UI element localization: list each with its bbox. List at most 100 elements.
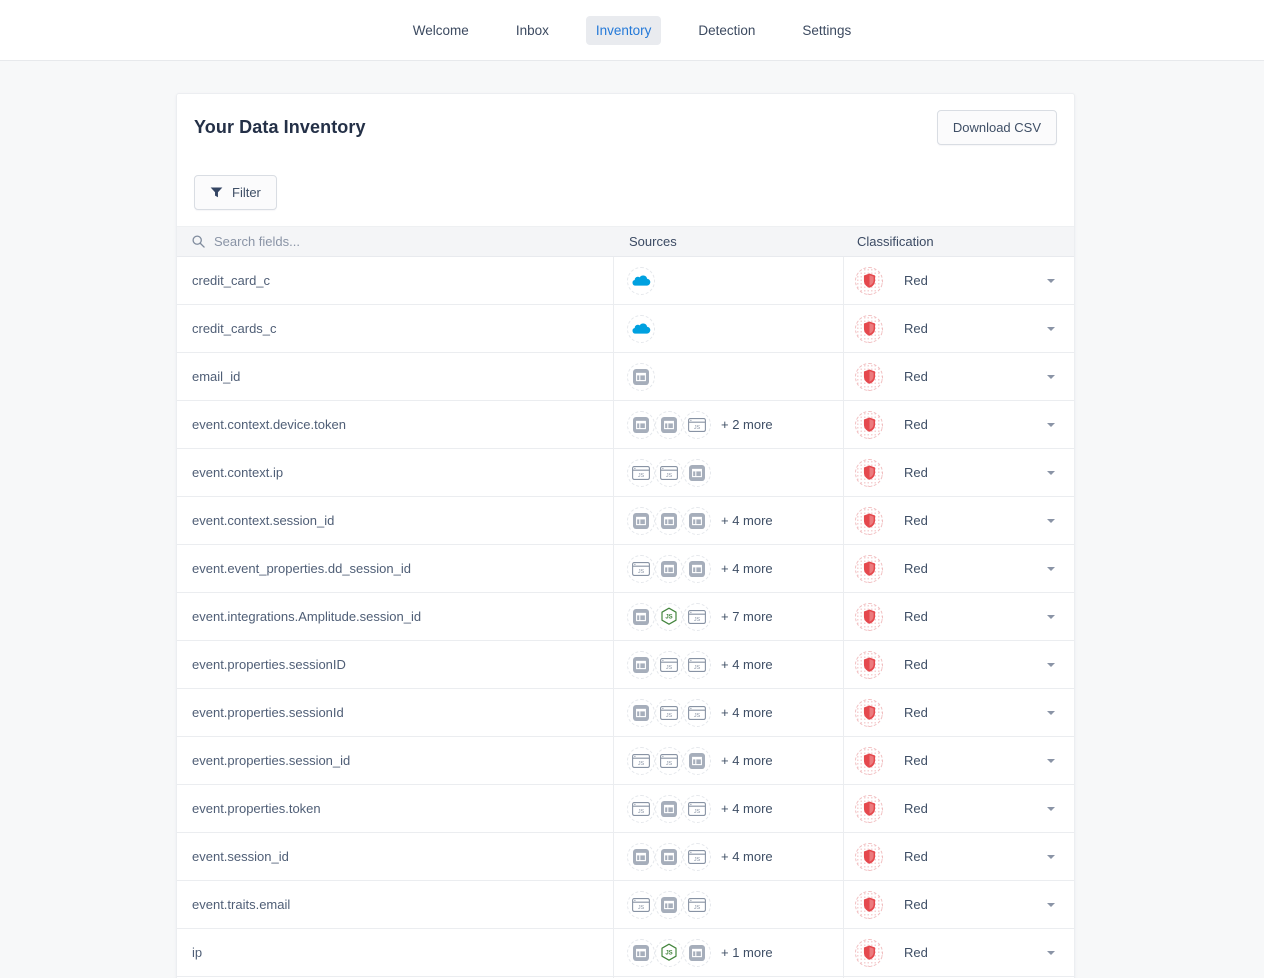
classification-cell: Red	[844, 689, 1074, 736]
browser-js-icon: JS	[627, 458, 655, 487]
more-sources-label: + 4 more	[721, 801, 773, 816]
app-window-icon	[655, 506, 683, 535]
field-name: event.integrations.Amplitude.session_id	[177, 593, 614, 640]
svg-text:JS: JS	[666, 472, 673, 478]
classification-value: Red	[904, 513, 928, 528]
app-window-icon	[627, 410, 655, 439]
download-csv-button[interactable]: Download CSV	[936, 110, 1057, 145]
classification-value: Red	[904, 849, 928, 864]
browser-js-icon: JS	[655, 698, 683, 727]
classification-value: Red	[904, 273, 928, 288]
more-sources-label: + 4 more	[721, 753, 773, 768]
table-body: credit_card_c Red credit_cards_c Red email_i…	[177, 257, 1074, 978]
classification-value: Red	[904, 945, 928, 960]
chevron-down-icon	[1047, 470, 1055, 475]
search-input[interactable]	[214, 234, 544, 249]
more-sources-label: + 4 more	[721, 849, 773, 864]
svg-text:JS: JS	[665, 951, 672, 957]
chevron-down-icon	[1047, 950, 1055, 955]
classification-select[interactable]: Red	[855, 890, 1055, 919]
table-row: event.properties.sessionID JS JS + 4 more Re…	[177, 641, 1074, 689]
nav-item-detection[interactable]: Detection	[698, 22, 756, 38]
nodejs-icon: JS	[655, 938, 683, 967]
sources-cell: JS + 1 more	[614, 929, 844, 976]
classification-select[interactable]: Red	[855, 314, 1055, 343]
table-header: Sources Classification	[177, 226, 1074, 257]
classification-value: Red	[904, 369, 928, 384]
classification-value: Red	[904, 321, 928, 336]
app-window-icon	[627, 938, 655, 967]
app-window-icon	[627, 602, 655, 631]
app-window-icon	[655, 410, 683, 439]
svg-text:JS: JS	[694, 616, 701, 622]
sources-cell: JS JS + 4 more	[614, 641, 844, 688]
nav-item-welcome[interactable]: Welcome	[412, 22, 469, 38]
field-name: email_id	[177, 353, 614, 400]
classification-value: Red	[904, 609, 928, 624]
classification-value: Red	[904, 753, 928, 768]
field-name: event.event_properties.dd_session_id	[177, 545, 614, 592]
table-row: event.context.device.token JS + 2 more Red	[177, 401, 1074, 449]
svg-text:JS: JS	[638, 904, 645, 910]
browser-js-icon: JS	[683, 602, 711, 631]
browser-js-icon: JS	[655, 458, 683, 487]
classification-cell: Red	[844, 545, 1074, 592]
classification-select[interactable]: Red	[855, 506, 1055, 535]
classification-select[interactable]: Red	[855, 266, 1055, 295]
classification-select[interactable]: Red	[855, 842, 1055, 871]
salesforce-icon	[627, 266, 655, 295]
column-header-sources: Sources	[629, 234, 677, 249]
browser-js-icon: JS	[627, 746, 655, 775]
classification-value: Red	[904, 465, 928, 480]
app-window-icon	[627, 842, 655, 871]
classification-select[interactable]: Red	[855, 650, 1055, 679]
app-window-icon	[627, 362, 655, 391]
classification-select[interactable]: Red	[855, 698, 1055, 727]
classification-select[interactable]: Red	[855, 410, 1055, 439]
classification-select[interactable]: Red	[855, 794, 1055, 823]
field-name: event.session_id	[177, 833, 614, 880]
nav-item-inventory[interactable]: Inventory	[585, 15, 662, 45]
browser-js-icon: JS	[683, 890, 711, 919]
classification-cell: Red	[844, 929, 1074, 976]
table-row: credit_card_c Red	[177, 257, 1074, 305]
classification-value: Red	[904, 417, 928, 432]
shield-icon	[855, 746, 883, 775]
filter-button[interactable]: Filter	[194, 175, 277, 210]
chevron-down-icon	[1047, 806, 1055, 811]
browser-js-icon: JS	[683, 410, 711, 439]
browser-js-icon: JS	[627, 554, 655, 583]
chevron-down-icon	[1047, 566, 1055, 571]
shield-icon	[855, 794, 883, 823]
field-name: event.traits.email	[177, 881, 614, 928]
search-field-wrap	[177, 234, 614, 249]
classification-cell: Red	[844, 257, 1074, 304]
app-window-icon	[655, 890, 683, 919]
svg-text:JS: JS	[638, 568, 645, 574]
classification-cell: Red	[844, 833, 1074, 880]
sources-cell: JS + 2 more	[614, 401, 844, 448]
classification-select[interactable]: Red	[855, 554, 1055, 583]
classification-cell: Red	[844, 881, 1074, 928]
app-window-icon	[683, 554, 711, 583]
classification-select[interactable]: Red	[855, 602, 1055, 631]
chevron-down-icon	[1047, 614, 1055, 619]
classification-select[interactable]: Red	[855, 362, 1055, 391]
sources-cell	[614, 353, 844, 400]
app-window-icon	[683, 506, 711, 535]
chevron-down-icon	[1047, 422, 1055, 427]
classification-select[interactable]: Red	[855, 458, 1055, 487]
classification-select[interactable]: Red	[855, 746, 1055, 775]
table-row: event.context.ip JS JS Red	[177, 449, 1074, 497]
svg-text:JS: JS	[638, 808, 645, 814]
field-name: event.context.session_id	[177, 497, 614, 544]
filter-funnel-icon	[210, 187, 223, 198]
browser-js-icon: JS	[683, 842, 711, 871]
nav-item-inbox[interactable]: Inbox	[515, 22, 549, 38]
table-row: credit_cards_c Red	[177, 305, 1074, 353]
nav-item-settings[interactable]: Settings	[802, 22, 852, 38]
shield-icon	[855, 650, 883, 679]
sources-cell: JS JS + 4 more	[614, 689, 844, 736]
shield-icon	[855, 938, 883, 967]
classification-select[interactable]: Red	[855, 938, 1055, 967]
